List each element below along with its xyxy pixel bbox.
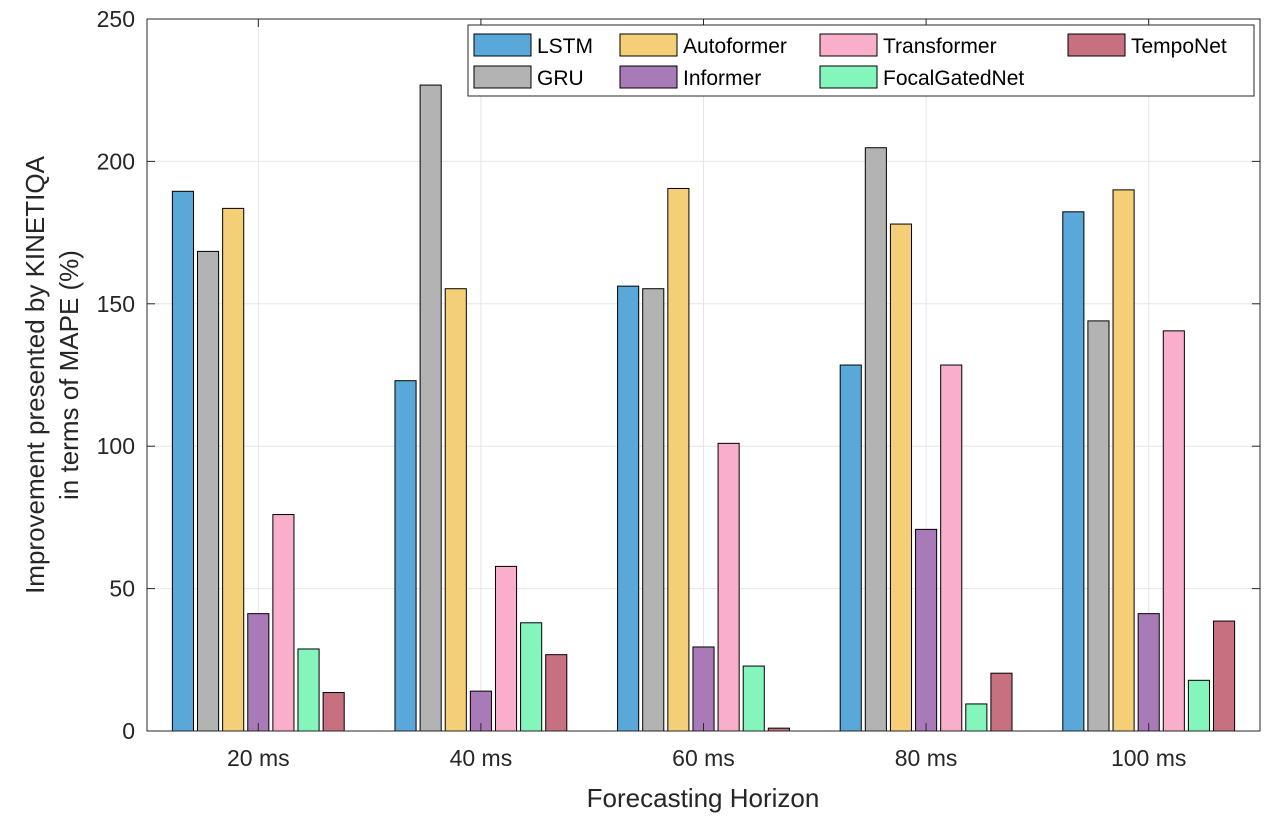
legend-label-informer: Informer: [683, 67, 761, 90]
bar-temponet-80ms: [990, 672, 1013, 732]
bar-gru-20ms: [197, 250, 220, 732]
x-axis-title: Forecasting Horizon: [587, 783, 820, 813]
bar-informer-100ms: [1137, 613, 1160, 732]
y-tick-label: 0: [122, 718, 135, 744]
bar-lstm-40ms: [394, 380, 417, 732]
y-axis-title-line-1: Improvement presented by KINETIQA: [20, 155, 50, 594]
bar-autoformer-60ms: [667, 187, 690, 732]
legend-label-gru: GRU: [537, 67, 584, 90]
bar-gru-40ms: [419, 84, 442, 732]
bar-temponet-40ms: [545, 654, 568, 732]
bar-lstm-60ms: [617, 285, 640, 732]
bar-transformer-60ms: [717, 442, 740, 732]
bar-autoformer-100ms: [1112, 189, 1135, 732]
y-tick-label: 200: [97, 148, 135, 174]
bar-temponet-100ms: [1213, 620, 1236, 732]
x-tick-label: 20 ms: [227, 745, 290, 771]
legend-swatch-lstm: [473, 33, 532, 57]
bar-focalgatednet-100ms: [1187, 679, 1210, 732]
legend-label-autoformer: Autoformer: [683, 35, 787, 58]
x-tick-label: 100 ms: [1111, 745, 1186, 771]
legend-swatch-autoformer: [619, 33, 678, 57]
bar-autoformer-20ms: [222, 207, 245, 732]
legend-label-transformer: Transformer: [883, 35, 997, 58]
y-tick-label: 50: [109, 576, 135, 602]
bar-temponet-20ms: [322, 692, 345, 732]
x-tick-label: 80 ms: [895, 745, 958, 771]
legend: LSTM GRU Autoformer Informer Transformer Foca…: [467, 24, 1255, 97]
bar-informer-80ms: [915, 528, 938, 732]
bar-lstm-20ms: [171, 190, 194, 732]
y-axis-ticks: 0 50 100 150 200 250: [97, 6, 1260, 744]
bar-focalgatednet-80ms: [965, 703, 988, 732]
legend-swatch-focalgatednet: [819, 65, 878, 89]
legend-label-temponet: TempoNet: [1131, 35, 1227, 58]
bar-transformer-80ms: [940, 364, 963, 732]
bar-informer-20ms: [247, 613, 270, 732]
bar-lstm-100ms: [1062, 211, 1085, 732]
x-tick-label: 40 ms: [450, 745, 513, 771]
legend-swatch-informer: [619, 65, 678, 89]
legend-swatch-transformer: [819, 33, 878, 57]
bar-gru-60ms: [642, 288, 665, 732]
bar-informer-60ms: [692, 646, 715, 732]
legend-label-focalgatednet: FocalGatedNet: [883, 67, 1024, 90]
bar-gru-100ms: [1087, 320, 1110, 732]
bar-transformer-20ms: [272, 514, 295, 732]
bar-focalgatednet-40ms: [520, 622, 543, 732]
bar-transformer-40ms: [494, 565, 518, 732]
legend-label-lstm: LSTM: [537, 35, 593, 58]
legend-swatch-temponet: [1067, 33, 1126, 57]
y-tick-label: 150: [97, 291, 135, 317]
bar-transformer-100ms: [1162, 330, 1185, 732]
y-tick-label: 100: [97, 433, 135, 459]
x-axis-ticks: 20 ms 40 ms 60 ms 80 ms 100 ms: [227, 19, 1186, 771]
bar-focalgatednet-60ms: [742, 665, 765, 732]
bar-lstm-80ms: [839, 364, 862, 732]
bar-autoformer-80ms: [889, 223, 913, 732]
bar-focalgatednet-20ms: [297, 648, 320, 732]
bar-autoformer-40ms: [444, 288, 467, 732]
bar-gru-80ms: [864, 147, 887, 732]
y-axis-title-line-2: in terms of MAPE (%): [54, 250, 84, 500]
y-tick-label: 250: [97, 6, 135, 32]
x-tick-label: 60 ms: [672, 745, 735, 771]
legend-swatch-gru: [473, 65, 532, 89]
